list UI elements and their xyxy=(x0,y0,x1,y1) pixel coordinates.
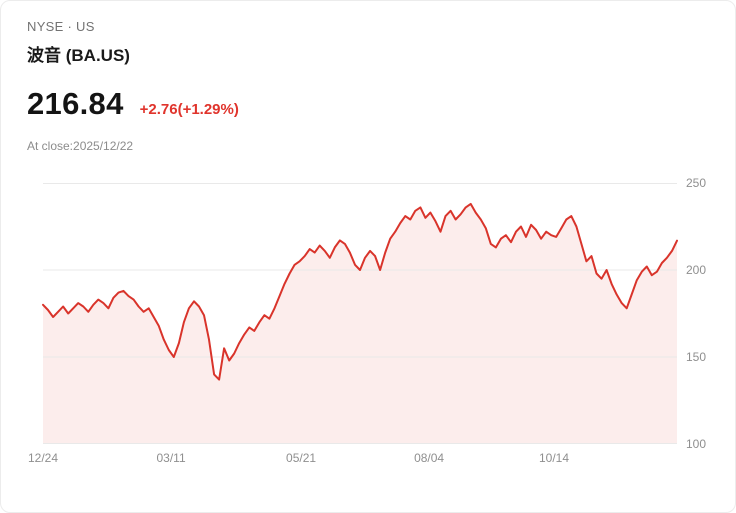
stock-name: 波音 (BA.US) xyxy=(27,46,130,65)
x-axis-label: 10/14 xyxy=(538,451,570,465)
x-axis-label: 08/04 xyxy=(414,451,445,465)
y-axis-label: 250 xyxy=(686,176,707,190)
close-timestamp: At close:2025/12/22 xyxy=(27,139,134,153)
quote-header: NYSE · US 波音 (BA.US) 216.84 +2.76(+1.29%… xyxy=(27,19,239,153)
current-price: 216.84 xyxy=(27,86,124,121)
x-axis-label: 12/24 xyxy=(27,451,59,465)
stock-chart: 250 200 150 100 12/24 03/11 05/21 08/04 10/14 xyxy=(28,176,706,465)
price-change: +2.76(+1.29%) xyxy=(139,101,239,118)
x-axis-label: 03/11 xyxy=(156,451,186,465)
y-axis-label: 150 xyxy=(686,350,707,364)
y-axis-label: 200 xyxy=(686,263,707,277)
price-area-fill xyxy=(43,203,677,444)
x-axis-label: 05/21 xyxy=(286,451,317,465)
price-row: 216.84 +2.76(+1.29%) xyxy=(27,86,239,122)
y-axis-label: 100 xyxy=(686,437,707,451)
y-axis: 250 200 150 100 xyxy=(686,176,726,451)
exchange-label: NYSE · US xyxy=(27,19,95,34)
price-line xyxy=(42,202,678,381)
x-axis: 12/24 03/11 05/21 08/04 10/14 xyxy=(28,451,677,467)
stock-chart-svg[interactable] xyxy=(42,183,678,444)
